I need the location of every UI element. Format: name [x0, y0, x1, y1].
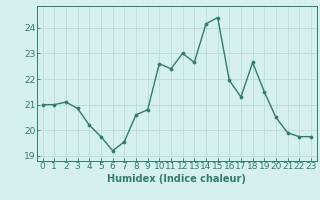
X-axis label: Humidex (Indice chaleur): Humidex (Indice chaleur) [108, 174, 246, 184]
